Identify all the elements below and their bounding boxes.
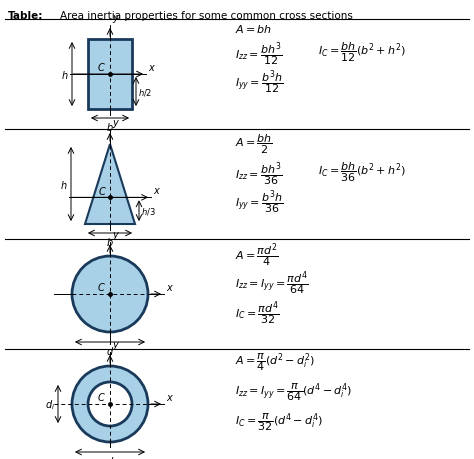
Text: $I_{zz} = I_{yy} = \dfrac{\pi d^4}{64}$: $I_{zz} = I_{yy} = \dfrac{\pi d^4}{64}$ [235,269,309,297]
Text: $I_{zz} = \dfrac{bh^3}{36}$: $I_{zz} = \dfrac{bh^3}{36}$ [235,161,283,189]
Text: $y$: $y$ [112,13,120,25]
Text: $b$: $b$ [106,235,114,247]
Text: $A = \dfrac{\pi d^2}{4}$: $A = \dfrac{\pi d^2}{4}$ [235,241,279,269]
Text: $C$: $C$ [97,61,106,73]
Text: $x$: $x$ [148,63,156,73]
Text: $y$: $y$ [112,118,120,130]
Text: $b$: $b$ [106,121,114,133]
Text: $C$: $C$ [97,390,106,402]
Text: Table:: Table: [8,11,44,21]
Text: $d$: $d$ [106,344,114,356]
Text: $C$: $C$ [98,185,107,197]
Text: $y$: $y$ [112,339,120,351]
Text: $I_C = \dfrac{\pi}{32}(d^4 - d_i^4)$: $I_C = \dfrac{\pi}{32}(d^4 - d_i^4)$ [235,411,323,433]
Text: $y$: $y$ [112,230,120,241]
Text: $h$: $h$ [62,69,69,81]
Text: $I_{yy} = \dfrac{b^3h}{36}$: $I_{yy} = \dfrac{b^3h}{36}$ [235,189,283,217]
Text: $x$: $x$ [166,282,174,292]
Text: $h$: $h$ [61,179,68,190]
Text: $d$: $d$ [106,454,114,459]
Text: Area inertia properties for some common cross sections: Area inertia properties for some common … [60,11,353,21]
Text: $d_i$: $d_i$ [45,397,55,411]
Text: $x$: $x$ [166,392,174,402]
Text: $h/3$: $h/3$ [141,206,156,217]
Text: $I_{zz} = I_{yy} = \dfrac{\pi}{64}(d^4 - d_i^4)$: $I_{zz} = I_{yy} = \dfrac{\pi}{64}(d^4 -… [235,381,352,403]
Text: $I_C = \dfrac{bh}{36}(b^2 + h^2)$: $I_C = \dfrac{bh}{36}(b^2 + h^2)$ [318,161,406,184]
Circle shape [72,366,148,442]
Circle shape [88,382,132,426]
Bar [88,40,132,110]
Text: $I_{zz} = \dfrac{bh^3}{12}$: $I_{zz} = \dfrac{bh^3}{12}$ [235,41,283,69]
Text: $x$: $x$ [153,186,161,196]
Text: $A = \dfrac{\pi}{4}(d^2 - d_i^2)$: $A = \dfrac{\pi}{4}(d^2 - d_i^2)$ [235,351,315,373]
Text: $I_C = \dfrac{\pi d^4}{32}$: $I_C = \dfrac{\pi d^4}{32}$ [235,299,280,327]
Polygon shape [85,145,135,224]
Circle shape [72,257,148,332]
Text: $A = \dfrac{bh}{2}$: $A = \dfrac{bh}{2}$ [235,133,273,156]
Text: $C$: $C$ [97,280,106,292]
Text: $A = bh$: $A = bh$ [235,23,272,35]
Text: $h/2$: $h/2$ [138,87,152,98]
Text: $I_{yy} = \dfrac{b^3h}{12}$: $I_{yy} = \dfrac{b^3h}{12}$ [235,69,283,97]
Text: $I_C = \dfrac{bh}{12}(b^2 + h^2)$: $I_C = \dfrac{bh}{12}(b^2 + h^2)$ [318,41,406,64]
